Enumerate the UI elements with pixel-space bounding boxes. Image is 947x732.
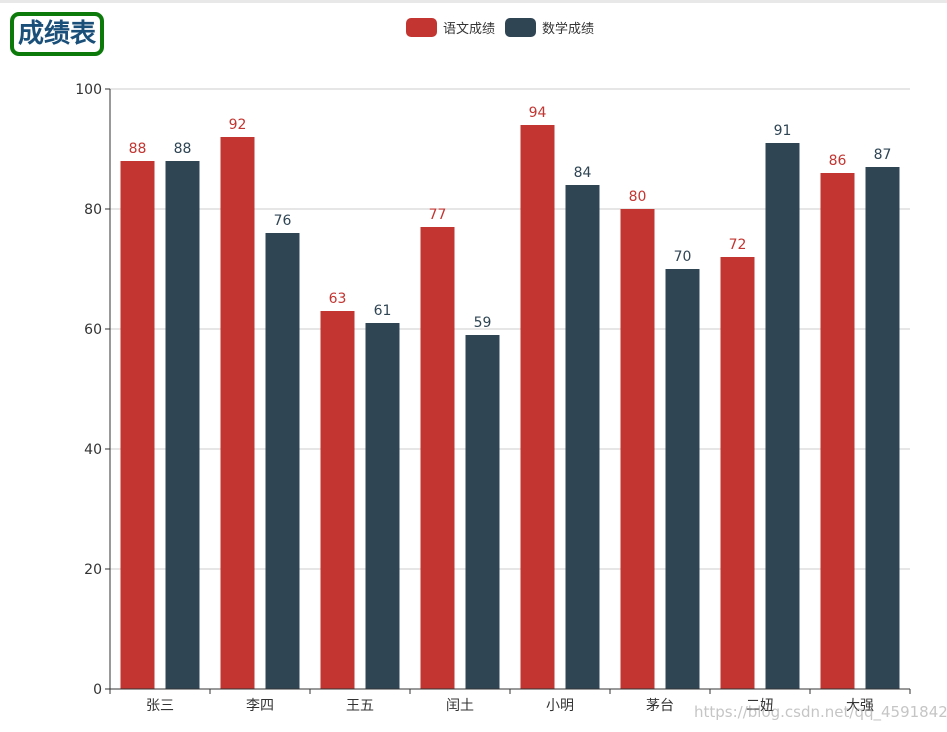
bar[interactable] (665, 269, 700, 689)
bar[interactable] (620, 209, 655, 689)
y-tick-label: 0 (93, 682, 102, 698)
bar[interactable] (165, 161, 200, 689)
bar[interactable] (365, 323, 400, 689)
bar-value-label: 88 (129, 141, 147, 157)
bar[interactable] (420, 227, 455, 689)
legend-label-chinese: 语文成绩 (443, 22, 496, 37)
chart-legend[interactable]: 语文成绩 数学成绩 (406, 18, 604, 37)
bar-value-label: 92 (229, 117, 247, 133)
legend-item-chinese[interactable]: 语文成绩 (406, 18, 495, 37)
bar[interactable] (565, 185, 600, 689)
bar-value-label: 70 (674, 249, 692, 265)
bar[interactable] (520, 125, 555, 689)
x-tick-label: 王五 (346, 698, 374, 714)
bar[interactable] (220, 137, 255, 689)
top-divider (0, 0, 947, 3)
bar[interactable] (265, 233, 300, 689)
legend-swatch-chinese (406, 18, 437, 37)
x-tick-label: 二妞 (746, 698, 774, 714)
watermark-text: https://blog.csdn.net/qq_45918426 (694, 703, 947, 721)
legend-item-math[interactable]: 数学成绩 (505, 18, 594, 37)
bar[interactable] (765, 143, 800, 689)
bar-value-label: 63 (329, 291, 347, 307)
bar[interactable] (865, 167, 900, 689)
bar-value-label: 72 (729, 237, 747, 253)
bar[interactable] (120, 161, 155, 689)
bar-value-label: 86 (829, 153, 847, 169)
y-tick-label: 40 (84, 442, 102, 458)
y-tick-label: 100 (75, 82, 102, 98)
bar-value-label: 76 (274, 213, 292, 229)
x-tick-label: 茅台 (646, 698, 674, 714)
legend-label-math: 数学成绩 (542, 22, 595, 37)
bar[interactable] (465, 335, 500, 689)
x-tick-label: 李四 (246, 698, 274, 714)
y-tick-label: 80 (84, 202, 102, 218)
x-tick-label: 张三 (146, 698, 174, 714)
page-title: 成绩表 (10, 12, 105, 56)
bar-value-label: 84 (574, 165, 592, 181)
bar-value-label: 61 (374, 303, 392, 319)
y-tick-label: 60 (84, 322, 102, 338)
bar-value-label: 77 (429, 207, 447, 223)
bar-value-label: 80 (629, 189, 647, 205)
y-tick-label: 20 (84, 562, 102, 578)
legend-swatch-math (505, 18, 537, 37)
bar-value-label: 94 (529, 105, 547, 121)
bar[interactable] (320, 311, 355, 689)
x-tick-label: 大强 (846, 698, 874, 714)
bar[interactable] (720, 257, 755, 689)
bar-value-label: 88 (174, 141, 192, 157)
bar-value-label: 87 (874, 147, 892, 163)
x-tick-label: 闰土 (446, 698, 474, 714)
bar-value-label: 91 (774, 123, 792, 139)
bar-value-label: 59 (474, 315, 492, 331)
bar[interactable] (820, 173, 855, 689)
x-tick-label: 小明 (546, 698, 574, 714)
